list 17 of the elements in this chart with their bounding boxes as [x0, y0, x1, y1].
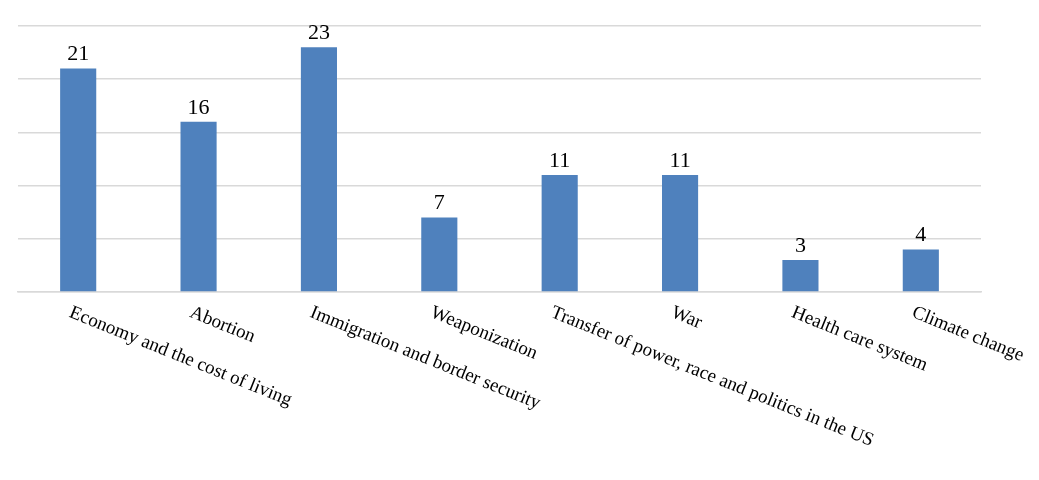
data-label: 3 — [794, 231, 806, 257]
data-label: 4 — [915, 221, 927, 247]
data-label: 11 — [669, 146, 691, 172]
bar — [421, 217, 458, 292]
bar — [662, 174, 699, 292]
bar — [782, 260, 819, 292]
x-tick-label: War — [668, 300, 707, 333]
bar — [902, 249, 939, 292]
data-label: 16 — [187, 93, 210, 119]
data-label: 11 — [549, 146, 571, 172]
data-label: 23 — [307, 19, 330, 45]
bar — [541, 174, 578, 292]
data-label: 21 — [67, 40, 90, 66]
bar — [180, 121, 217, 292]
bar — [60, 68, 97, 292]
data-label: 7 — [433, 189, 445, 215]
bar — [300, 47, 337, 292]
